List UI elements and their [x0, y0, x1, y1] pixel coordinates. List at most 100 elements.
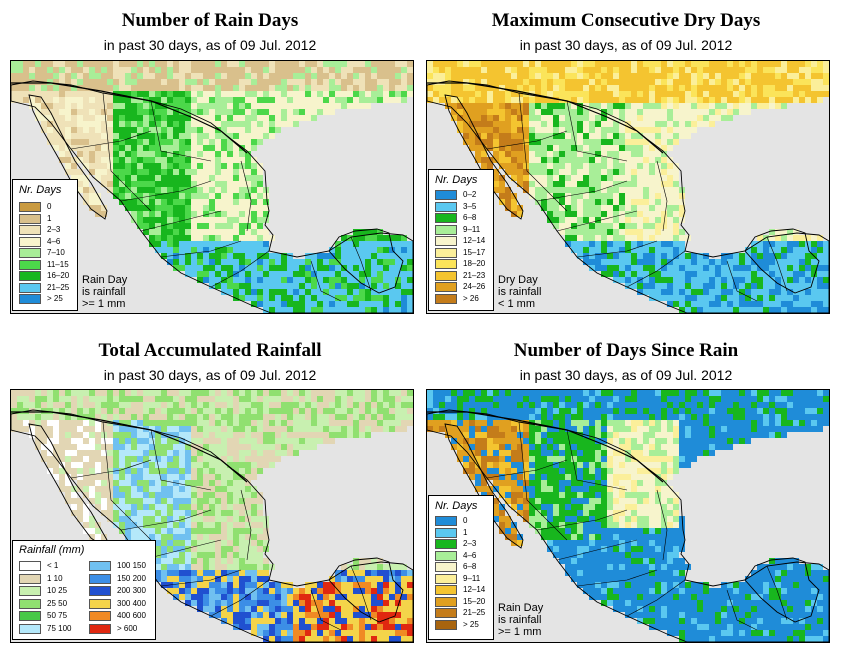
legend-swatch [435, 573, 457, 584]
note-line: Rain Day [498, 602, 544, 614]
legend-swatch [89, 611, 111, 621]
legend-label: 150 200 [117, 573, 146, 583]
state-boundary [556, 210, 638, 232]
legend-swatch [435, 585, 457, 595]
legend-swatch [435, 282, 457, 292]
state-boundary [656, 160, 668, 232]
state-boundary [240, 160, 252, 232]
state-boundary [102, 92, 152, 212]
legend-swatch [435, 596, 457, 607]
legend-swatch [19, 586, 41, 596]
state-boundary [160, 240, 242, 258]
legend-label: 16–20 [47, 271, 70, 280]
legend-title: Nr. Days [435, 500, 478, 512]
state-boundary [726, 260, 758, 302]
legend-title: Rainfall (mm) [19, 544, 85, 556]
legend-label: 50 75 [47, 611, 68, 620]
legend-label: 75 100 [47, 623, 72, 633]
legend-swatch [19, 202, 41, 212]
legend-swatch [19, 573, 41, 584]
legend-swatch [435, 619, 457, 630]
state-boundary [486, 459, 568, 479]
legend-label: 6–8 [463, 562, 477, 571]
legend-swatch [435, 608, 457, 618]
state-boundary [102, 421, 152, 541]
legend-label: > 25 [47, 294, 63, 303]
days-since-rain-legend: Nr. Days 0 1 2–3 4–6 6–8 9–11 12–14 15–20 21–25 >… [428, 495, 494, 640]
legend-label: 0–2 [463, 190, 477, 199]
legend-label: 3–5 [463, 201, 477, 211]
note-line: Dry Day [498, 274, 538, 286]
legend-swatch [435, 270, 457, 281]
map-raster [427, 390, 829, 642]
legend-swatch [89, 598, 111, 609]
legend-label: 0 [47, 202, 52, 211]
legend-swatch [19, 561, 41, 571]
legend-swatch [435, 293, 457, 304]
coastline [28, 94, 108, 220]
state-boundary [310, 589, 342, 631]
rain-days-map [10, 60, 414, 314]
legend-label: 200 300 [117, 586, 146, 595]
panel-title: Total Accumulated Rainfall [98, 340, 322, 361]
note-line: < 1 mm [498, 298, 535, 310]
panel-title: Number of Days Since Rain [513, 340, 739, 361]
legend-label: 4–6 [47, 236, 61, 246]
legend-swatch [89, 573, 111, 584]
state-boundary [726, 589, 758, 631]
legend-swatch [89, 586, 111, 596]
state-boundary [120, 509, 212, 531]
legend-label: 25 50 [47, 598, 68, 608]
coastline [11, 80, 413, 313]
legend-swatch [435, 236, 457, 246]
state-boundary [350, 236, 372, 292]
total-rainfall-map [10, 389, 414, 643]
state-boundary [70, 459, 152, 479]
map-raster [427, 61, 829, 313]
state-boundary [120, 180, 212, 202]
panel-subtitle: in past 30 days, as of 09 Jul. 2012 [103, 37, 317, 53]
coastline [427, 409, 829, 642]
legend-label: 15–20 [463, 596, 486, 606]
legend-swatch [435, 539, 457, 549]
panel-subtitle: in past 30 days, as of 09 Jul. 2012 [103, 367, 317, 383]
legend-label: 11–15 [47, 259, 69, 269]
legend-label: 12–14 [463, 236, 486, 245]
coastline [744, 557, 820, 623]
coastline [744, 228, 820, 294]
state-boundary [140, 210, 222, 232]
note-line: Rain Day [82, 274, 128, 286]
dry-day-definition-note: Dry Day is rainfall < 1 mm [498, 274, 541, 310]
legend-label: 1 [47, 213, 52, 223]
legend-swatch [19, 623, 41, 634]
state-boundary [486, 130, 568, 150]
legend-swatch [435, 201, 457, 212]
legend-label: 4–6 [463, 550, 477, 560]
legend-label: 0 [463, 516, 468, 525]
legend-label: 10 25 [47, 586, 68, 595]
state-boundary [536, 509, 628, 531]
legend-label: 24–26 [463, 282, 486, 291]
legend-label: < 1 [47, 561, 59, 570]
note-line: is rainfall [498, 286, 542, 298]
legend-swatch [19, 236, 41, 247]
panel-title: Number of Rain Days [121, 10, 299, 31]
state-boundary [150, 100, 212, 162]
note-line: >= 1 mm [498, 626, 542, 638]
legend-title: Nr. Days [435, 174, 478, 186]
panel-title: Maximum Consecutive Dry Days [491, 10, 761, 31]
rain-days-legend: Nr. Days 0 1 2–3 4–6 7–10 11–15 16–20 21–25 > 25 [12, 179, 78, 311]
coastline [328, 228, 404, 294]
legend-label: > 26 [463, 293, 479, 303]
map-raster [11, 61, 413, 313]
note-line: >= 1 mm [82, 298, 126, 310]
legend-swatch [19, 259, 41, 270]
coastline [427, 80, 829, 313]
legend-swatch [435, 516, 457, 526]
note-line: is rainfall [82, 286, 126, 298]
state-boundary [518, 92, 568, 212]
state-boundary [350, 565, 372, 621]
state-boundary [766, 565, 788, 621]
legend-label: 21–23 [463, 270, 486, 280]
legend-swatch [19, 225, 41, 235]
